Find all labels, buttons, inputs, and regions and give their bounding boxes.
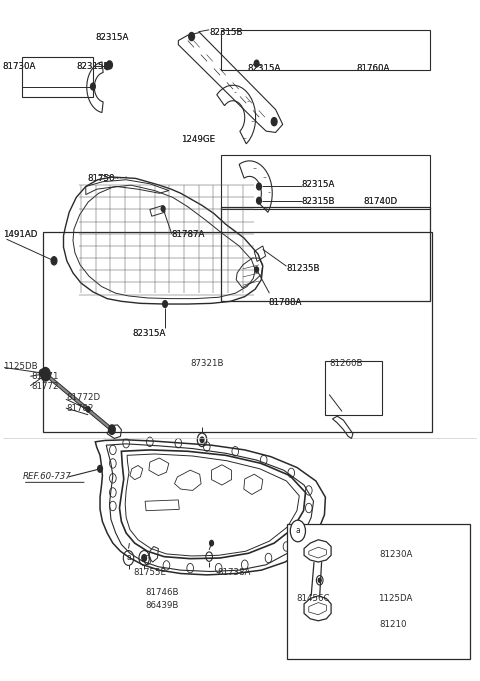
Circle shape [210,541,214,546]
Circle shape [257,197,261,204]
Circle shape [271,118,277,126]
Text: 81788A: 81788A [268,298,302,307]
Text: 82315A: 82315A [133,329,166,338]
Text: 1249GE: 1249GE [180,135,215,144]
Text: 1125DA: 1125DA [378,594,412,603]
Circle shape [97,465,102,472]
Text: REF.60-737: REF.60-737 [23,473,72,481]
Text: 81771: 81771 [31,373,59,381]
Text: 81235B: 81235B [287,264,320,273]
Bar [288,524,470,659]
Text: 81787A: 81787A [172,230,205,239]
Text: 81772D: 81772D [67,394,101,402]
Text: 86439B: 86439B [145,601,179,609]
Text: 1491AD: 1491AD [3,230,37,239]
Text: a: a [296,526,300,535]
Circle shape [255,267,259,272]
Circle shape [51,257,57,265]
Circle shape [257,183,261,190]
Text: 82315A: 82315A [247,64,280,73]
Text: 81235B: 81235B [287,264,320,273]
Circle shape [39,370,44,377]
Text: a: a [126,554,131,563]
Text: 81750: 81750 [87,174,115,183]
Text: 81772: 81772 [31,382,59,391]
Text: 81738A: 81738A [218,568,251,577]
Circle shape [161,206,165,212]
Circle shape [41,368,50,381]
Text: 82315A: 82315A [96,33,129,42]
Circle shape [86,407,90,412]
Text: 81760A: 81760A [356,64,390,73]
Text: 82315A: 82315A [301,180,335,189]
Circle shape [108,425,115,434]
Text: 81260B: 81260B [329,359,363,368]
Circle shape [290,520,305,542]
Text: 81730A: 81730A [3,62,36,71]
Text: 87321B: 87321B [190,359,224,368]
Text: 81787A: 81787A [172,230,205,239]
Text: 81746B: 81746B [145,588,179,597]
Circle shape [189,33,194,41]
Bar [221,30,430,70]
Bar [221,207,430,301]
Text: 81230A: 81230A [379,550,412,559]
Text: 81740D: 81740D [363,197,397,206]
Text: 82315B: 82315B [76,62,110,71]
Text: 81788A: 81788A [268,298,302,307]
Text: 1249GE: 1249GE [180,135,215,144]
Circle shape [142,554,146,561]
Circle shape [91,83,96,90]
Text: 81740D: 81740D [363,197,397,206]
Text: 81782: 81782 [67,404,95,413]
Bar [22,57,93,97]
Text: 81755E: 81755E [133,568,166,577]
Circle shape [163,300,168,307]
Text: 81760A: 81760A [356,64,390,73]
Text: 81750: 81750 [87,174,115,183]
Text: 82315B: 82315B [76,62,110,71]
Circle shape [200,437,204,443]
Circle shape [105,63,109,69]
Text: 82315A: 82315A [301,180,335,189]
Text: 81730A: 81730A [3,62,36,71]
Text: 82315B: 82315B [301,197,335,206]
Circle shape [254,60,259,67]
Text: 81210: 81210 [379,620,407,629]
Text: 81456C: 81456C [296,594,329,603]
Bar [325,361,383,415]
Text: 82315B: 82315B [301,197,335,206]
Text: 82315A: 82315A [133,329,166,338]
Bar [221,155,430,209]
Text: 82315B: 82315B [209,28,243,37]
Circle shape [107,61,112,69]
Circle shape [318,578,321,582]
Bar [43,232,432,432]
Text: 1125DB: 1125DB [3,362,37,370]
Text: 1491AD: 1491AD [3,230,37,239]
Text: 82315A: 82315A [96,33,129,42]
Text: 82315B: 82315B [209,28,243,37]
Text: 82315A: 82315A [247,64,280,73]
